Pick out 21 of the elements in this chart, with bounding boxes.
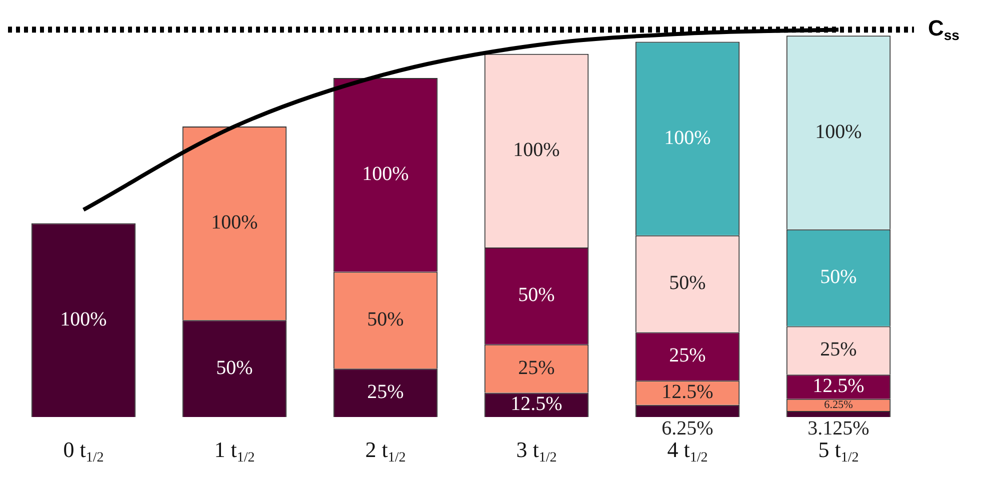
- data-label: 25%: [820, 338, 857, 361]
- data-label: 100%: [362, 163, 409, 186]
- data-label: 50%: [216, 356, 253, 379]
- data-label: 50%: [820, 266, 857, 288]
- data-label: 50%: [367, 308, 404, 330]
- data-label: 12.5%: [510, 393, 562, 416]
- data-label: 25%: [367, 381, 404, 404]
- data-label: 50%: [669, 272, 706, 294]
- data-label: 100%: [513, 138, 560, 161]
- data-label: 100%: [211, 212, 258, 234]
- data-label: 50%: [518, 284, 555, 306]
- data-label: 25%: [518, 356, 555, 379]
- data-label: 100%: [664, 126, 711, 149]
- data-label: 6.25%: [824, 398, 853, 411]
- data-label: 3.125%: [808, 417, 870, 440]
- data-label: 6.25%: [662, 417, 714, 440]
- data-label: 12.5%: [812, 374, 864, 397]
- data-label: 100%: [815, 120, 862, 143]
- data-label: 12.5%: [662, 381, 714, 404]
- data-label: 100%: [60, 308, 107, 330]
- data-label: 25%: [669, 344, 706, 367]
